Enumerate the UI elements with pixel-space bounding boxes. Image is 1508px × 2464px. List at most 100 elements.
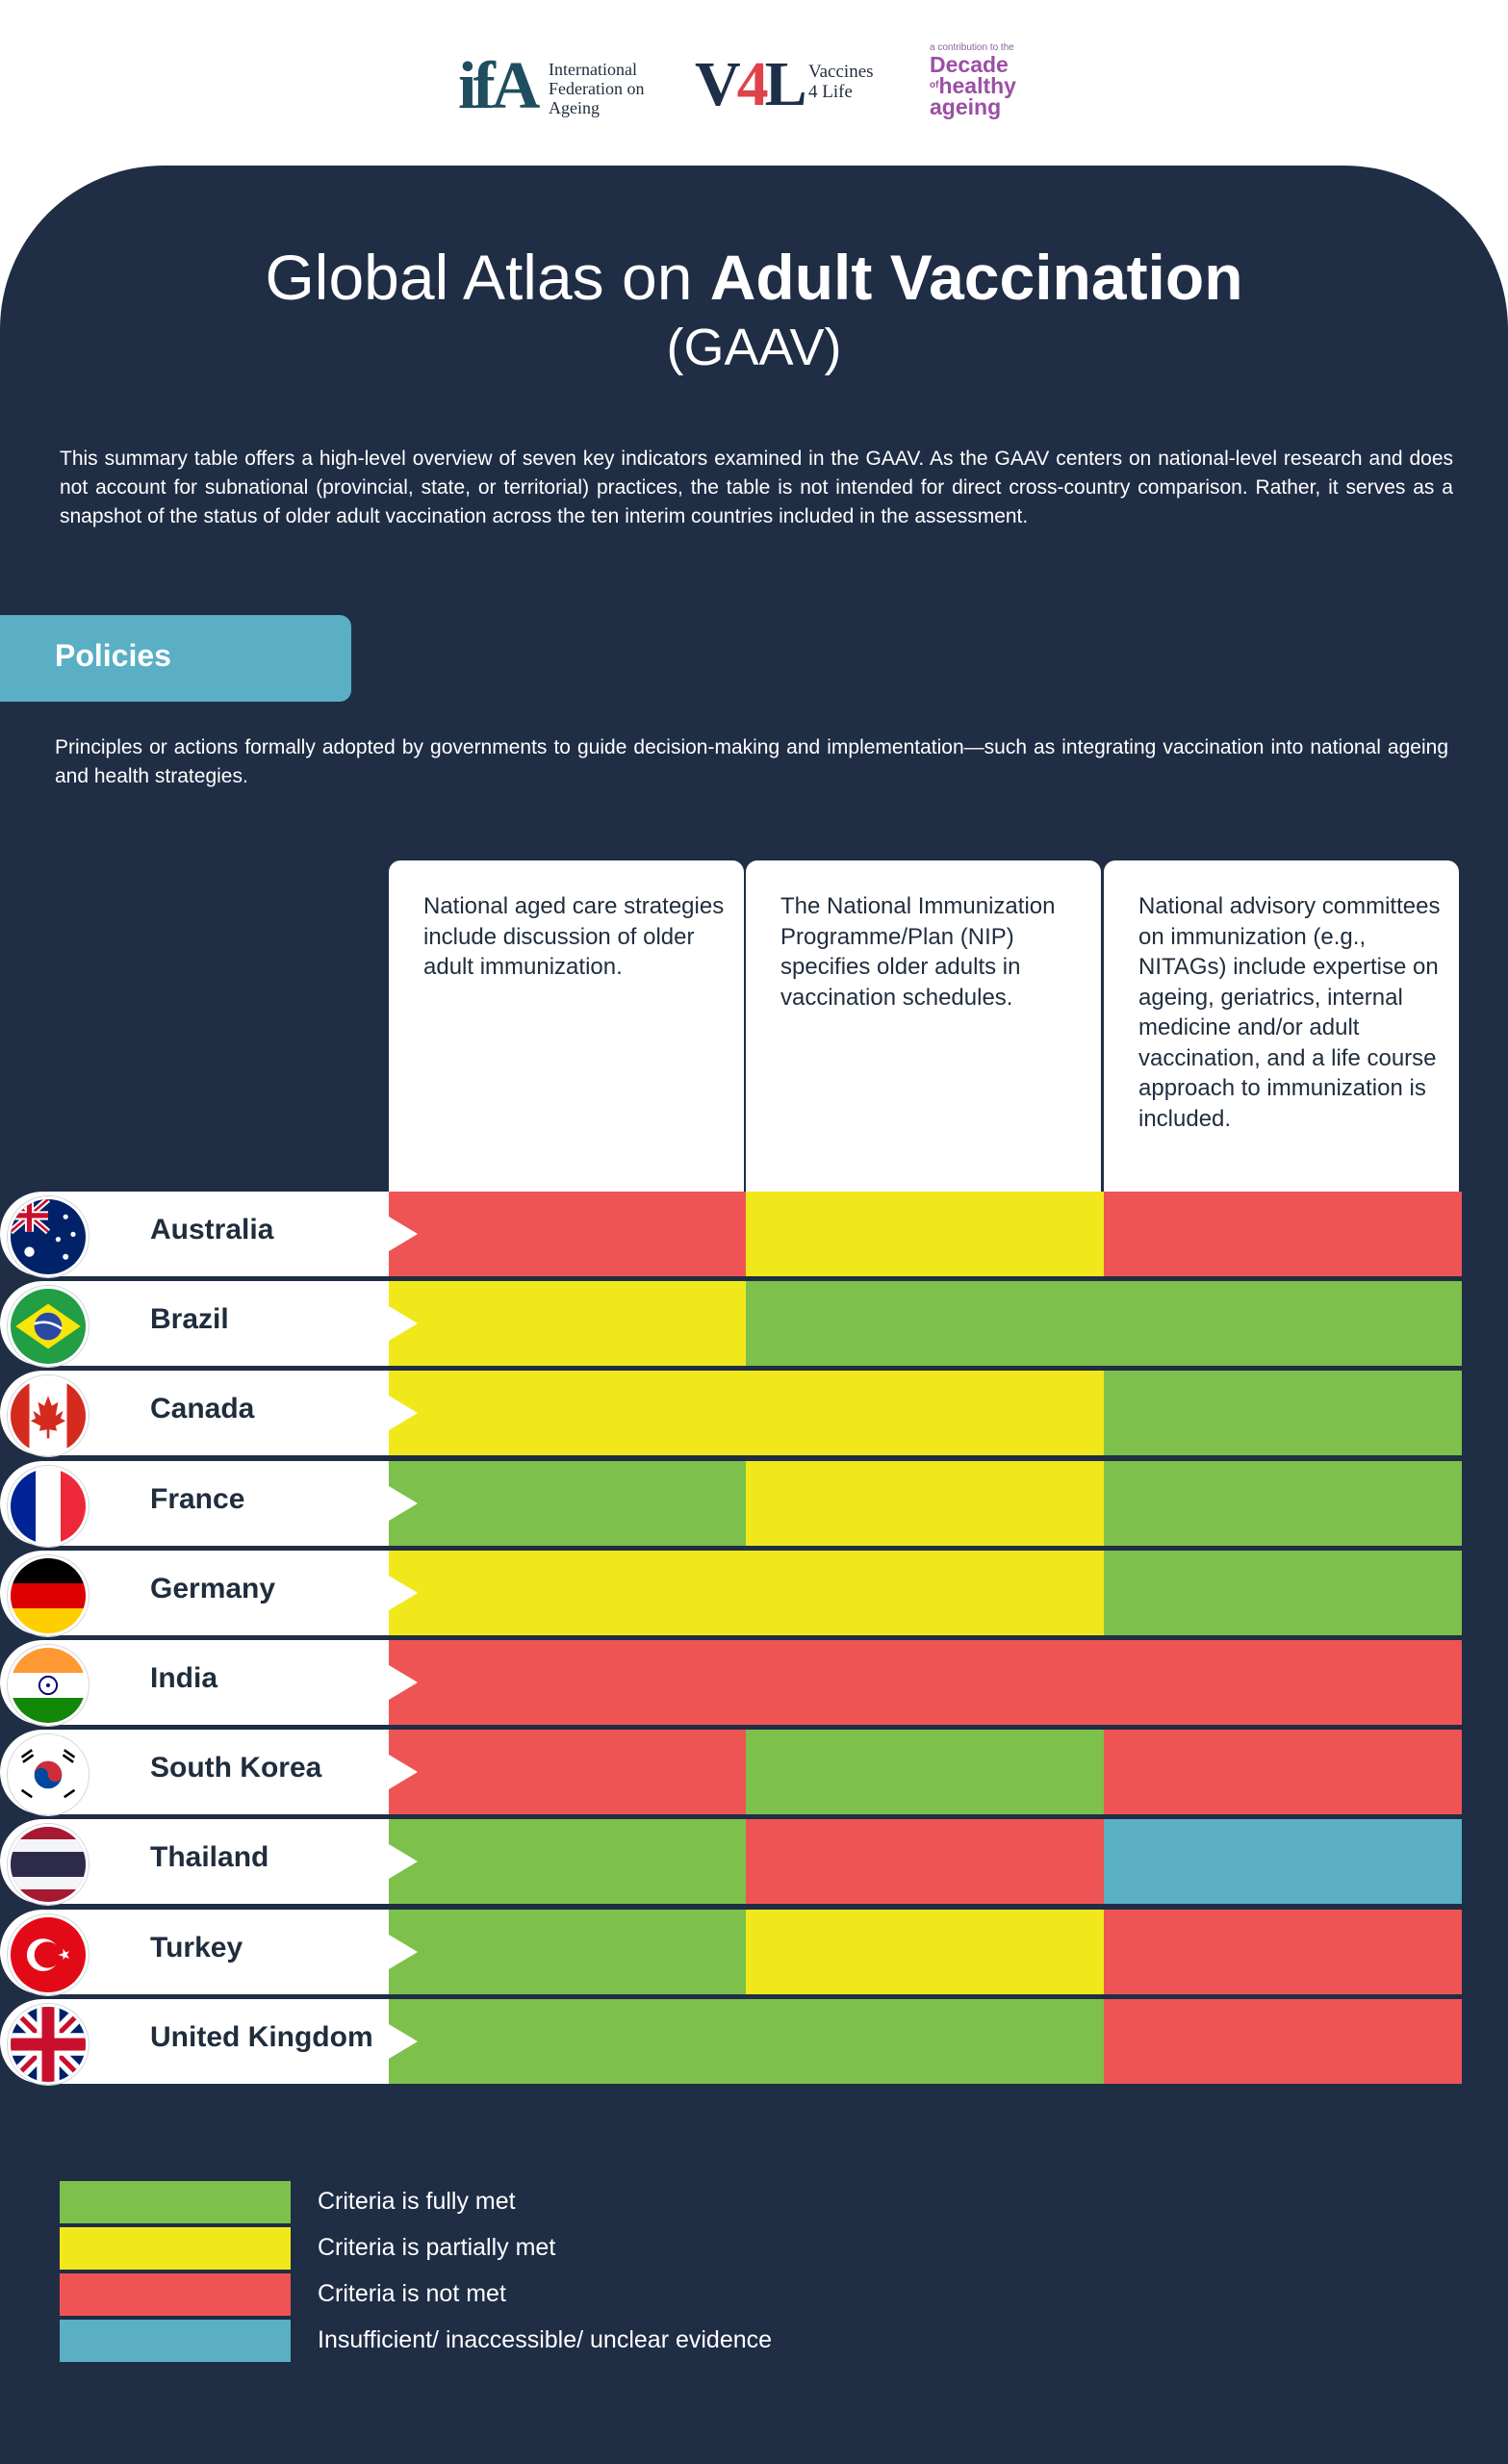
status-cell-green <box>1104 1460 1462 1546</box>
ifa-logo: ifA International Federation on Ageing <box>458 48 660 125</box>
united-kingdom-flag-icon <box>8 2003 89 2085</box>
table-row: Thailand <box>0 1819 1508 1906</box>
country-label: Germany <box>0 1550 389 1636</box>
table-row: South Korea <box>0 1730 1508 1816</box>
table-row: Brazil <box>0 1281 1508 1368</box>
indicator-text: National aged care strategies include di… <box>423 893 725 980</box>
status-cell-green <box>389 1460 746 1546</box>
status-cell-red <box>1104 1998 1462 2084</box>
status-cell-yellow <box>746 1550 1104 1635</box>
decade-line: healthy <box>938 73 1016 98</box>
row-pointer <box>389 1485 418 1521</box>
status-cell-red <box>389 1730 746 1815</box>
row-pointer <box>389 1934 418 1969</box>
decade-small-text: a contribution to the <box>930 42 1014 53</box>
status-cell-red <box>389 1640 746 1725</box>
india-flag-icon <box>8 1645 89 1726</box>
decade-of: of <box>930 80 939 90</box>
status-cell-green <box>1104 1550 1462 1635</box>
status-cell-yellow <box>746 1909 1104 1994</box>
status-cell-red <box>389 1192 746 1276</box>
status-cell-red <box>746 1819 1104 1905</box>
section-label: Policies <box>0 615 351 702</box>
ifa-line: Ageing <box>549 98 600 117</box>
indicator-text: The National Immunization Programme/Plan… <box>780 893 1056 1011</box>
v4l-logo-mark: V4L <box>695 49 807 119</box>
v4l-line: 4 Life <box>808 82 853 102</box>
canada-flag-icon <box>8 1375 89 1457</box>
table-row: India <box>0 1640 1508 1726</box>
row-pointer <box>389 1665 418 1700</box>
country-name: Brazil <box>150 1303 229 1336</box>
legend-label: Criteria is not met <box>318 2280 506 2307</box>
ifa-logo-mark: ifA <box>458 49 540 123</box>
country-label: Canada <box>0 1371 389 1457</box>
intro-paragraph: This summary table offers a high-level o… <box>60 448 1453 527</box>
table-row: United Kingdom <box>0 1998 1508 2085</box>
status-cell-green <box>389 1819 746 1905</box>
status-cell-green <box>389 1998 746 2084</box>
country-label: South Korea <box>0 1730 389 1816</box>
status-cell-yellow <box>389 1550 746 1635</box>
status-cell-red <box>1104 1730 1462 1815</box>
status-cell-green <box>746 1281 1104 1367</box>
table-row: Turkey <box>0 1909 1508 1995</box>
brazil-flag-icon <box>8 1286 89 1368</box>
status-cell-red <box>1104 1909 1462 1994</box>
country-name: Thailand <box>150 1841 269 1874</box>
v4l-logo-text: Vaccines 4 Life <box>808 62 874 102</box>
row-pointer <box>389 1306 418 1342</box>
decade-line: ageing <box>930 94 1002 119</box>
ifa-line: International <box>549 60 637 79</box>
legend-swatch <box>60 2320 291 2362</box>
status-cell-green <box>389 1909 746 1994</box>
country-name: Turkey <box>150 1931 243 1964</box>
indicator-text: National advisory committees on immuniza… <box>1138 893 1441 1132</box>
country-name: South Korea <box>150 1752 322 1784</box>
row-pointer <box>389 1217 418 1251</box>
south-korea-flag-icon <box>8 1734 89 1816</box>
indicator-card-2: The National Immunization Programme/Plan… <box>746 860 1101 1222</box>
header-logos: ifA International Federation on Ageing V… <box>0 0 1508 164</box>
table-row: Germany <box>0 1550 1508 1636</box>
v4l-line: Vaccines <box>808 62 874 82</box>
country-name: United Kingdom <box>150 2020 373 2053</box>
country-label: Australia <box>0 1192 389 1277</box>
status-cell-yellow <box>746 1460 1104 1546</box>
country-label: United Kingdom <box>0 1998 389 2085</box>
country-label: France <box>0 1460 389 1547</box>
indicator-card-3: National advisory committees on immuniza… <box>1104 860 1459 1222</box>
status-cell-blue <box>1104 1819 1462 1905</box>
table-row: Canada <box>0 1371 1508 1457</box>
row-pointer <box>389 1844 418 1880</box>
decade-line: Decade <box>930 52 1009 77</box>
row-pointer <box>389 1755 418 1790</box>
legend-label: Criteria is fully met <box>318 2188 516 2215</box>
table-row: Australia <box>0 1192 1508 1277</box>
thailand-flag-icon <box>8 1824 89 1906</box>
legend-label: Criteria is partially met <box>318 2234 556 2261</box>
germany-flag-icon <box>8 1554 89 1636</box>
ifa-logo-text: International Federation on Ageing <box>549 60 664 117</box>
status-cell-red <box>1104 1192 1462 1276</box>
status-cell-yellow <box>389 1371 746 1456</box>
page-title: Global Atlas on Adult Vaccination <box>265 242 1243 313</box>
country-name: France <box>150 1482 245 1515</box>
country-label: Turkey <box>0 1909 389 1995</box>
indicator-card-1: National aged care strategies include di… <box>389 860 744 1222</box>
status-cell-red <box>746 1640 1104 1725</box>
legend-swatch <box>60 2181 291 2223</box>
status-cell-green <box>746 1998 1104 2084</box>
legend-swatch <box>60 2273 291 2316</box>
france-flag-icon <box>8 1465 89 1547</box>
decade-healthy-ageing-logo: a contribution to the Decade ofhealthy a… <box>930 42 1084 119</box>
country-name: India <box>150 1662 218 1694</box>
row-pointer <box>389 1575 418 1610</box>
country-label: India <box>0 1640 389 1726</box>
country-name: Canada <box>150 1393 255 1425</box>
status-cell-yellow <box>746 1192 1104 1276</box>
country-name: Germany <box>150 1572 276 1604</box>
section-description: Principles or actions formally adopted b… <box>55 736 1448 787</box>
country-label: Brazil <box>0 1281 389 1368</box>
row-pointer <box>389 2023 418 2059</box>
